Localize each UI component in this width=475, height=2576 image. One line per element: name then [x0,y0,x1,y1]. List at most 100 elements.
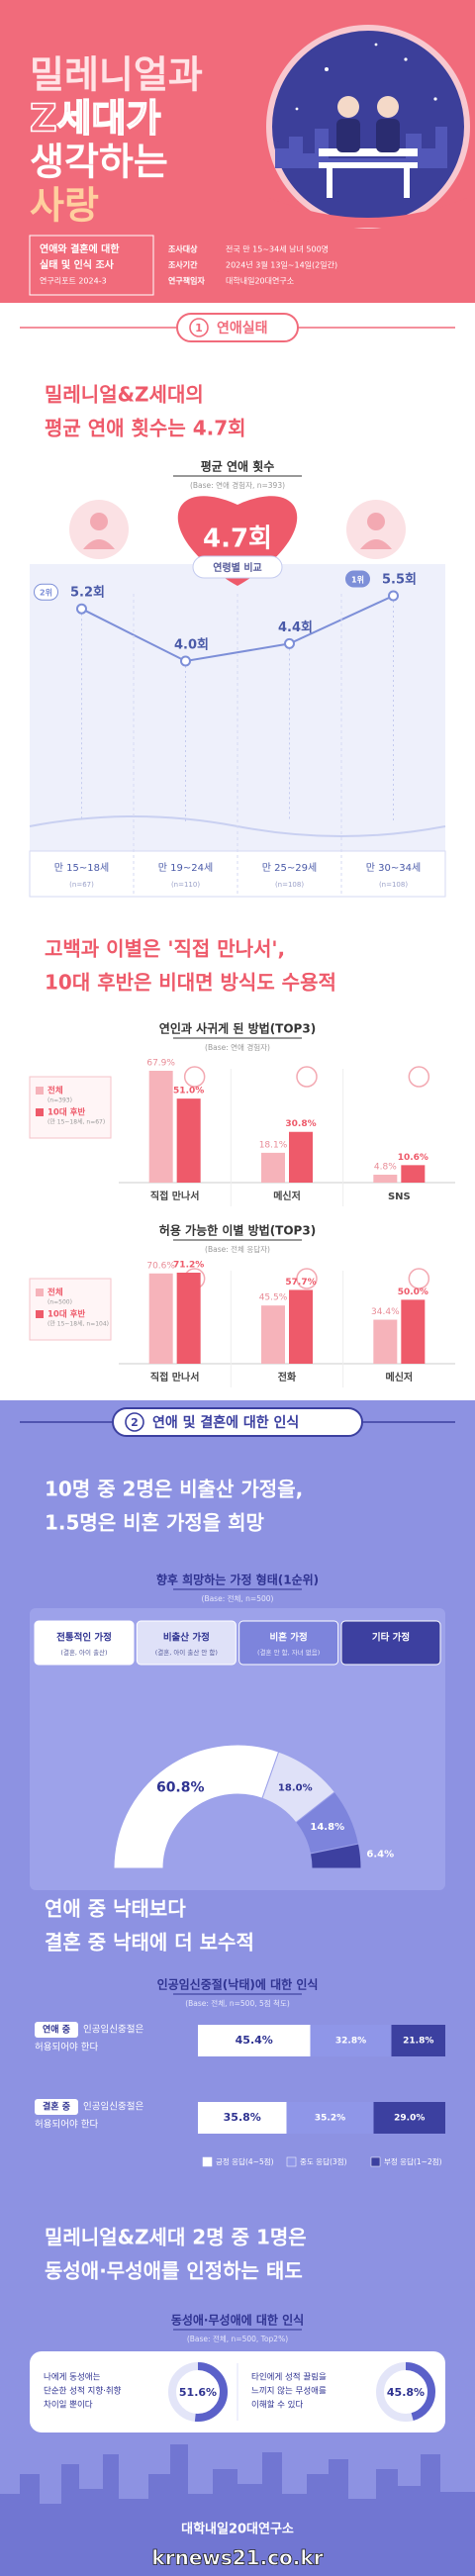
legend-label: 비혼 가정 [270,1632,308,1644]
bar [148,1071,173,1183]
rank-label: 1위 [351,575,364,585]
row-text: 인공임신중절은 [83,2101,143,2113]
bar-label: 45.5% [259,1293,288,1303]
bar-label: 67.9% [146,1059,175,1069]
bar-label: 34.4% [371,1307,400,1317]
title-line: 생각하는 [30,141,168,184]
group-icon [296,1066,318,1088]
headline: 결혼 중 낙태에 더 보수적 [45,1931,254,1955]
segment-label: 6.4% [366,1849,394,1860]
line-point [76,603,87,615]
legend-label: 10대 후반 [48,1309,85,1320]
person-icons [69,500,406,559]
stacked-segment [198,2025,311,2056]
x-tick-label: 만 30~34세 [366,862,421,874]
ring-text: 이해할 수 있다 [251,2400,304,2411]
section-badge [112,1407,363,1437]
chart-base: (Base: 전체, n=500, 5점 척도) [185,1998,290,2008]
segment-label: 45.4% [236,2034,273,2047]
x-tick-label: SNS [388,1192,411,1202]
chart-title: 동성애·무성애에 대한 인식 [171,2313,304,2328]
legend-label: 부정 응답(1~2점) [384,2156,442,2166]
legend-swatch [36,1108,44,1116]
x-tick-label: 메신저 [273,1190,301,1202]
bar [401,1165,426,1183]
chart-base: (Base: 전체 응답자) [205,1244,270,1254]
x-tick-label: 전화 [278,1371,297,1383]
group-icon [183,1066,206,1088]
logo: 대학내일20대연구소 [181,2522,294,2537]
illustration [266,25,470,229]
chart-base: (Base: 전체, n=500) [202,1593,274,1603]
survey-label: 연구책임자 [168,276,205,286]
point-label: 4.0회 [174,637,209,653]
segment-label: 35.8% [224,2111,261,2124]
title-line: 사랑 [30,184,99,228]
rank-label: 2위 [40,588,52,598]
headline: 밀레니얼&Z세대의 [45,383,204,407]
legend-swatch [36,1288,44,1296]
legend-note: (결혼, 아이 출산) [60,1648,107,1657]
bar [401,1299,426,1364]
legend-label: 긍정 응답(4~5점) [216,2156,274,2166]
group-icon [296,1268,318,1289]
segment-label: 18.0% [278,1783,313,1794]
legend-box [238,1620,339,1666]
segment-label: 60.8% [156,1779,205,1795]
row-text: 허용되어야 한다 [35,2120,98,2131]
bar [148,1273,173,1364]
rank-badge [345,570,370,588]
ring-text: 단순한 성적 지향·취향 [44,2386,122,2397]
report-box [29,235,154,296]
bar [261,1152,285,1183]
legend-note: (만 15~18세, n=67) [48,1118,105,1126]
bar-label: 18.1% [259,1140,288,1150]
group-icon [408,1268,430,1289]
x-tick-label: 만 19~24세 [158,862,213,874]
legend-label: 전체 [48,1288,63,1298]
rank-badge [34,583,58,601]
chart-title: 향후 희망하는 가정 형태(1순위) [156,1573,319,1587]
stacked-segment [198,2102,287,2134]
bar-label: 51.0% [173,1087,204,1097]
legend-note: (결혼 안 함, 자녀 없음) [257,1648,320,1657]
headline: 10명 중 2명은 비출산 가정을, [45,1478,303,1501]
report-line: 연애와 결혼에 대한 [40,242,120,255]
group-icon [408,1066,430,1088]
badge-circle [125,1412,144,1432]
x-tick-note: (n=110) [171,881,200,889]
segment-label: 29.0% [394,2114,425,2124]
legend-note: (n=393) [48,1097,72,1104]
bar [289,1289,313,1364]
row-tag-box [35,2022,78,2038]
badge-title: 연애 및 결혼에 대한 인식 [152,1414,299,1431]
bar-label: 30.8% [285,1119,316,1129]
stacked-segment [310,2025,392,2056]
legend-box [34,1620,135,1666]
skyline [0,2444,475,2576]
survey-label: 조사대상 [168,244,198,254]
bar-label: 50.0% [398,1288,428,1297]
bar [289,1131,313,1183]
report-line: 실태 및 인식 조사 [40,258,115,271]
donut-segment [309,1843,362,1869]
line-chart-title: 연령별 비교 [213,561,261,574]
watermark: krnews21.co.kr [151,2546,323,2570]
heart-value: 4.7회 [203,525,272,554]
bar [176,1273,201,1364]
headline: 1.5명은 비혼 가정을 희망 [45,1511,265,1535]
legend-note: (만 15~18세, n=104) [48,1320,109,1328]
x-tick-note: (n=108) [275,881,304,889]
stacked-segment [391,2025,445,2056]
legend-box [136,1620,237,1666]
segment-label: 32.8% [335,2037,366,2047]
segment-label: 35.2% [315,2114,345,2124]
legend-box [340,1620,441,1666]
stacked-segment [373,2102,445,2134]
point-label: 4.4회 [278,620,313,635]
x-tick-label: 만 25~29세 [262,862,317,874]
point-label: 5.5회 [382,572,417,588]
legend-label: 10대 후반 [48,1107,85,1118]
headline: 밀레니얼&Z세대 2명 중 1명은 [45,2226,307,2249]
